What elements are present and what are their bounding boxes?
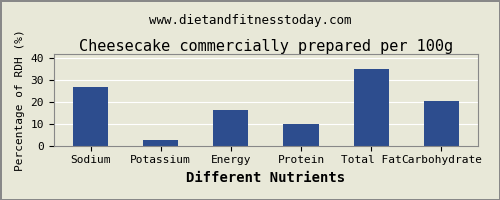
X-axis label: Different Nutrients: Different Nutrients — [186, 171, 346, 185]
Text: www.dietandfitnesstoday.com: www.dietandfitnesstoday.com — [149, 14, 351, 27]
Bar — [143, 140, 178, 146]
Bar — [424, 101, 459, 146]
Y-axis label: Percentage of RDH (%): Percentage of RDH (%) — [15, 29, 25, 171]
Title: Cheesecake commercially prepared per 100g: Cheesecake commercially prepared per 100… — [79, 39, 453, 54]
Bar — [214, 110, 248, 146]
Bar — [354, 69, 388, 146]
Bar — [73, 87, 108, 146]
Bar — [284, 124, 318, 146]
